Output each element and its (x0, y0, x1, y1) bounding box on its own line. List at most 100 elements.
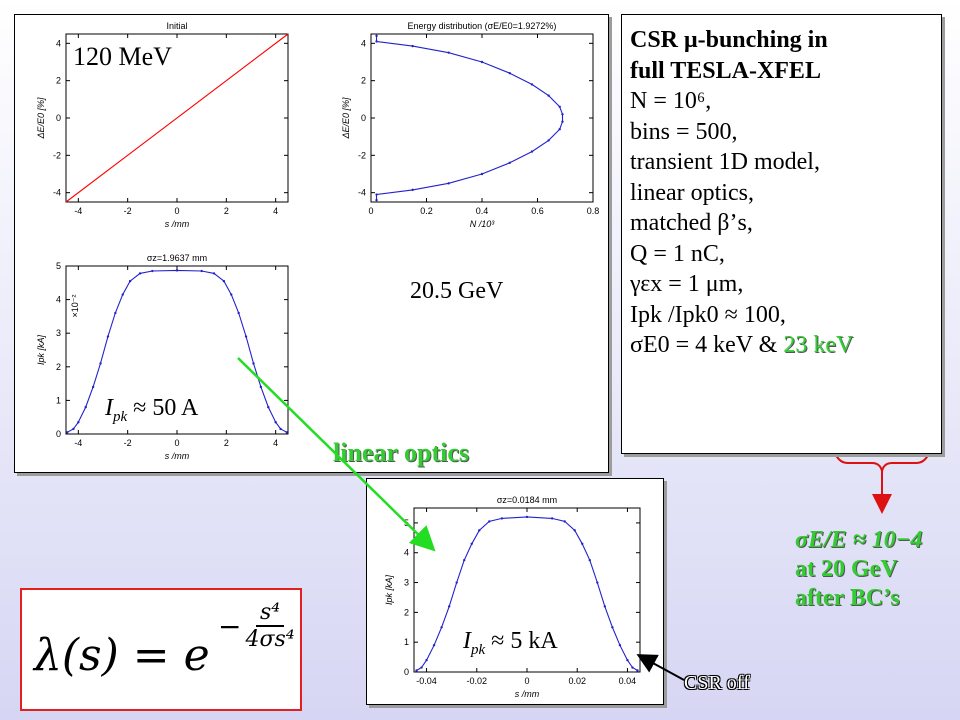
data-point (237, 311, 240, 315)
data-point (432, 643, 436, 647)
x-tick-label: 0.6 (531, 206, 544, 216)
data-point (447, 182, 450, 185)
y-tick-label: 0 (361, 113, 366, 123)
x-tick-label: 0.4 (476, 206, 489, 216)
data-point (447, 605, 451, 608)
y-tick-label: 2 (56, 76, 61, 86)
data-point (558, 105, 561, 109)
data-point (561, 113, 564, 116)
info-line-8: Q = 1 nC, (630, 240, 725, 267)
data-point (121, 293, 124, 296)
sigma-e-line-1: σE/E ≈ 10−4 (795, 527, 923, 553)
data-point (128, 279, 132, 283)
x-axis-label: s /mm (165, 451, 190, 461)
x-tick-label: 4 (273, 206, 278, 216)
data-point (84, 405, 87, 409)
data-point (530, 150, 534, 153)
y-tick-label: 2 (56, 362, 61, 372)
linear-optics-label: linear optics (333, 438, 470, 467)
data-point (588, 558, 591, 562)
plot-title: σz=0.0184 mm (497, 495, 557, 505)
data-point (411, 188, 414, 192)
data-point (99, 362, 102, 365)
data-point (151, 269, 154, 273)
data-point (222, 279, 226, 283)
data-point (375, 193, 378, 196)
x-tick-label: 0 (524, 676, 529, 686)
data-point (508, 72, 511, 75)
x-tick-label: 0.02 (568, 676, 586, 686)
x-tick-label: 4 (273, 438, 278, 448)
y-tick-label: 3 (56, 328, 61, 338)
plot-energy-distribution: Energy distribution (σE/E0=1.9272%) 0 0.2 0… (341, 21, 599, 229)
data-point (558, 128, 561, 131)
y-tick-label: 4 (404, 548, 409, 558)
plot-title: Initial (166, 21, 187, 31)
y-tick-label: 3 (404, 578, 409, 588)
23kev-highlight: 23 keV (783, 332, 854, 358)
data-point (212, 272, 216, 275)
data-point (488, 520, 491, 523)
y-tick-label: 2 (404, 607, 409, 617)
x-axis-label: s /mm (515, 689, 540, 699)
linear-optics-arrow (237, 357, 436, 552)
data-point (375, 34, 378, 38)
x-tick-label: -4 (74, 206, 82, 216)
info-line-2: full TESLA-XFEL (630, 57, 821, 84)
y-axis-label: ΔE/E0 [%] (36, 97, 46, 140)
y-tick-label: -4 (53, 188, 61, 198)
data-point (420, 666, 423, 669)
data-point (508, 161, 511, 164)
x-tick-label: -2 (124, 206, 132, 216)
x-tick-label: 0 (174, 438, 179, 448)
data-point (478, 529, 481, 532)
x-tick-label: -0.02 (467, 676, 488, 686)
info-line-10: Ipk /Ipk0 ≈ 100, (630, 301, 786, 328)
x-axis-label: s /mm (165, 219, 190, 229)
data-point (573, 529, 576, 532)
ipk-5-label: Ipk ≈ 5 kA (463, 628, 558, 659)
data-point (285, 431, 288, 434)
x-axis-label: N /10³ (470, 219, 496, 229)
x-tick-label: 0.04 (619, 676, 637, 686)
formula-exponent: − s⁴ 4σs⁴ (218, 600, 295, 652)
formula-lhs: λ(s) = e (34, 630, 210, 681)
x-tick-label: -4 (74, 438, 82, 448)
data-point (138, 272, 142, 275)
data-point (77, 421, 80, 424)
info-line-7: matched β’s, (630, 210, 753, 236)
data-point (425, 658, 428, 662)
data-point (244, 335, 248, 338)
y-axis-label: Ipk [kA] (36, 334, 46, 365)
energy-low-label: 120 MeV (73, 42, 172, 72)
data-point (259, 385, 263, 389)
data-point (106, 335, 110, 338)
y-tick-label: 1 (404, 637, 409, 647)
info-box: CSR μ-bunching in full TESLA-XFEL N = 10… (621, 14, 942, 454)
data-point (267, 405, 270, 409)
formula-box: λ(s) = e − s⁴ 4σs⁴ (20, 588, 302, 711)
formula-numerator: s⁴ (255, 600, 285, 627)
x-tick-label: 0 (368, 206, 373, 216)
data-point (530, 83, 534, 86)
info-line-1: CSR μ-bunching in (630, 27, 828, 53)
data-point (91, 385, 95, 389)
data-point (480, 60, 484, 64)
data-point (547, 139, 550, 142)
data-point (252, 362, 255, 365)
data-point (455, 581, 458, 584)
data-point (631, 666, 634, 669)
data-point (274, 421, 277, 424)
data-point (411, 44, 414, 48)
info-line-3: N = 10⁶, (630, 88, 712, 114)
data-point (596, 581, 599, 584)
x-tick-label: 0.2 (420, 206, 433, 216)
y-tick-label: 0 (404, 667, 409, 677)
data-point (447, 51, 450, 54)
data-point (525, 515, 529, 519)
x-tick-label: 0 (174, 206, 179, 216)
data-point (561, 120, 564, 123)
data-point (547, 94, 550, 97)
data-point (72, 427, 75, 431)
data-point (626, 658, 629, 662)
